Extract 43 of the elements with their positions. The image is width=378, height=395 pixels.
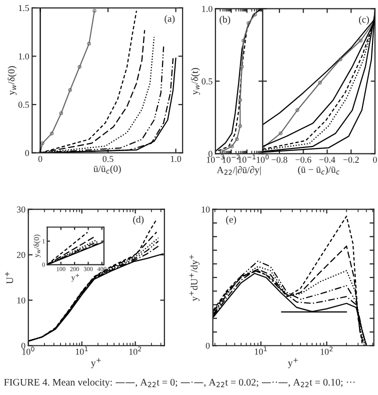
x-tick-label: 10$^{−1}$ [238, 154, 256, 163]
x-tick-label: 10$^{2}$ [320, 346, 332, 355]
y-tick-label: 10 [17, 297, 26, 304]
x-axis-title: y$^{+}$ [288, 358, 298, 368]
x-tick-label: 10$^{0}$ [256, 154, 269, 163]
y-tick-label: 1.0 [18, 53, 30, 60]
y-tick-label: 1.5 [18, 5, 29, 12]
y-axis-title: y$_{w}$/δ(0) [8, 66, 17, 95]
x-tick-label: −0.4 [319, 156, 336, 163]
y-tick-label: 0 [208, 150, 212, 157]
x-axis-title: (ū − ū$_{c}$)/ū$_{c}$ [298, 166, 340, 175]
y-tick-label: 0 [21, 342, 26, 349]
y-axis-title: U$^{+}$ [5, 272, 14, 284]
x-tick-label: −0.6 [296, 156, 312, 163]
x-tick-label: 10$^{1}$ [254, 346, 267, 355]
x-axis-title: A$_{22}$/|∂ū/∂y| [216, 166, 261, 176]
y-tick-label: 30 [16, 206, 26, 213]
x-tick-label: −0.2 [343, 156, 359, 163]
x-tick-label: 1.0 [170, 156, 182, 162]
annotation: (e) [226, 216, 236, 225]
x-tick-label: 10$^{2}$ [129, 346, 142, 355]
x-tick-label: −0.8 [272, 156, 288, 163]
annotation: (a) [164, 15, 175, 24]
y-tick-label: 1.0 [202, 6, 212, 12]
caption: FIGURE 4. Mean velocity: ——, A$_{22}$t = 0; —·—, A$_{22}$t = 0.02; —··—, A$_{22}$t = 0.10; ··· [4, 378, 355, 388]
y-tick-label: 10 [202, 206, 210, 213]
annotation: (b) [220, 16, 230, 25]
x-tick-label: 10$^{−2}$ [222, 154, 240, 163]
y-axis-title: y$^{+}$dU$^{+}$/dy$^{+}$ [189, 254, 200, 302]
y-tick-label: 0 [25, 150, 30, 156]
x-tick-label: 10$^{1}$ [76, 346, 88, 355]
x-tick-label: 0 [373, 156, 377, 163]
annotation: (c) [359, 16, 369, 25]
x-tick-label: 0.5 [102, 156, 114, 162]
y-tick-label: 0.5 [18, 102, 29, 108]
x-axis-title: y$^{+}$ [91, 358, 101, 368]
y-axis-title: y$_{w}$/δ(t) [191, 68, 200, 95]
y-tick-label: 20 [16, 252, 26, 258]
y-tick-label: 0 [206, 342, 210, 349]
y-tick-label: 0.5 [202, 78, 212, 84]
x-axis-title: ū/ū$_{c}$(0) [94, 165, 121, 174]
annotation: (d) [133, 216, 144, 225]
x-tick-label: 10$^{0}$ [22, 346, 34, 355]
